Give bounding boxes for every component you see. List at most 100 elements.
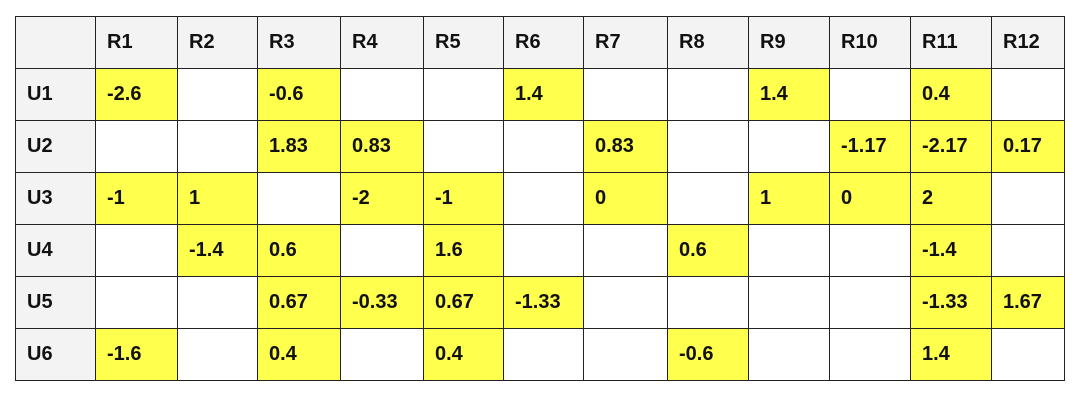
- empty-cell: [257, 172, 341, 225]
- empty-cell: [583, 276, 668, 329]
- row-header: U6: [15, 328, 96, 381]
- rating-cell: -2.17: [910, 120, 992, 173]
- empty-cell: [829, 328, 911, 381]
- rating-cell: 1.4: [748, 68, 830, 121]
- empty-cell: [748, 224, 830, 277]
- empty-cell: [583, 328, 668, 381]
- column-header: R11: [910, 16, 992, 69]
- rating-cell: 0.4: [910, 68, 992, 121]
- empty-cell: [829, 276, 911, 329]
- rating-cell: 0.67: [257, 276, 341, 329]
- empty-cell: [423, 120, 504, 173]
- empty-cell: [177, 120, 258, 173]
- rating-cell: -2: [340, 172, 424, 225]
- empty-cell: [667, 120, 749, 173]
- empty-cell: [829, 68, 911, 121]
- empty-cell: [829, 224, 911, 277]
- empty-cell: [748, 120, 830, 173]
- table-row: U2 1.83 0.83 0.83 -1.17 -2.17 0.17: [15, 120, 1065, 173]
- rating-cell: -0.33: [340, 276, 424, 329]
- ratings-table: R1 R2 R3 R4 R5 R6 R7 R8 R9 R10 R11 R12 U…: [15, 16, 1065, 381]
- row-header: U1: [15, 68, 96, 121]
- column-header: R1: [95, 16, 178, 69]
- empty-cell: [748, 276, 830, 329]
- rating-cell: 1.4: [910, 328, 992, 381]
- empty-cell: [583, 68, 668, 121]
- rating-cell: 0: [583, 172, 668, 225]
- empty-cell: [991, 328, 1065, 381]
- column-header: R10: [829, 16, 911, 69]
- rating-cell: 0.4: [257, 328, 341, 381]
- rating-cell: 1: [748, 172, 830, 225]
- empty-cell: [177, 68, 258, 121]
- empty-cell: [748, 328, 830, 381]
- rating-cell: 1: [177, 172, 258, 225]
- column-header: R9: [748, 16, 830, 69]
- rating-cell: 0: [829, 172, 911, 225]
- column-header: R3: [257, 16, 341, 69]
- column-header: R4: [340, 16, 424, 69]
- row-header: U2: [15, 120, 96, 173]
- empty-cell: [991, 172, 1065, 225]
- rating-cell: -1.4: [910, 224, 992, 277]
- empty-cell: [503, 328, 584, 381]
- rating-cell: -1.33: [910, 276, 992, 329]
- column-header: R7: [583, 16, 668, 69]
- rating-cell: -1: [95, 172, 178, 225]
- table-row: U4 -1.4 0.6 1.6 0.6 -1.4: [15, 224, 1065, 277]
- rating-cell: 0.83: [583, 120, 668, 173]
- rating-cell: -1.17: [829, 120, 911, 173]
- table-row: U1 -2.6 -0.6 1.4 1.4 0.4: [15, 68, 1065, 121]
- table-row: U5 0.67 -0.33 0.67 -1.33 -1.33 1.67: [15, 276, 1065, 329]
- empty-cell: [177, 328, 258, 381]
- rating-cell: -1: [423, 172, 504, 225]
- rating-cell: -2.6: [95, 68, 178, 121]
- ratings-table-container: R1 R2 R3 R4 R5 R6 R7 R8 R9 R10 R11 R12 U…: [15, 16, 1065, 381]
- empty-cell: [340, 68, 424, 121]
- rating-cell: 0.6: [667, 224, 749, 277]
- empty-cell: [340, 328, 424, 381]
- rating-cell: -1.4: [177, 224, 258, 277]
- rating-cell: 0.17: [991, 120, 1065, 173]
- empty-cell: [503, 172, 584, 225]
- column-header: R6: [503, 16, 584, 69]
- column-header: R8: [667, 16, 749, 69]
- column-header: R5: [423, 16, 504, 69]
- table-row: U6 -1.6 0.4 0.4 -0.6 1.4: [15, 328, 1065, 381]
- rating-cell: 0.4: [423, 328, 504, 381]
- rating-cell: 1.67: [991, 276, 1065, 329]
- table-row: U3 -1 1 -2 -1 0 1 0 2: [15, 172, 1065, 225]
- rating-cell: -1.6: [95, 328, 178, 381]
- rating-cell: -0.6: [667, 328, 749, 381]
- empty-cell: [667, 276, 749, 329]
- rating-cell: 1.6: [423, 224, 504, 277]
- empty-cell: [95, 276, 178, 329]
- rating-cell: 1.83: [257, 120, 341, 173]
- header-row: R1 R2 R3 R4 R5 R6 R7 R8 R9 R10 R11 R12: [15, 16, 1065, 69]
- row-header: U5: [15, 276, 96, 329]
- corner-cell: [15, 16, 96, 69]
- empty-cell: [991, 68, 1065, 121]
- column-header: R12: [991, 16, 1065, 69]
- empty-cell: [423, 68, 504, 121]
- empty-cell: [177, 276, 258, 329]
- rating-cell: -1.33: [503, 276, 584, 329]
- column-header: R2: [177, 16, 258, 69]
- empty-cell: [583, 224, 668, 277]
- empty-cell: [95, 224, 178, 277]
- row-header: U3: [15, 172, 96, 225]
- empty-cell: [503, 224, 584, 277]
- empty-cell: [667, 172, 749, 225]
- empty-cell: [503, 120, 584, 173]
- empty-cell: [991, 224, 1065, 277]
- rating-cell: 2: [910, 172, 992, 225]
- rating-cell: 0.67: [423, 276, 504, 329]
- row-header: U4: [15, 224, 96, 277]
- rating-cell: -0.6: [257, 68, 341, 121]
- empty-cell: [340, 224, 424, 277]
- table-body: U1 -2.6 -0.6 1.4 1.4 0.4 U2 1.83 0.83 0.83 -1.17 -2…: [15, 68, 1065, 381]
- rating-cell: 0.83: [340, 120, 424, 173]
- rating-cell: 1.4: [503, 68, 584, 121]
- empty-cell: [667, 68, 749, 121]
- empty-cell: [95, 120, 178, 173]
